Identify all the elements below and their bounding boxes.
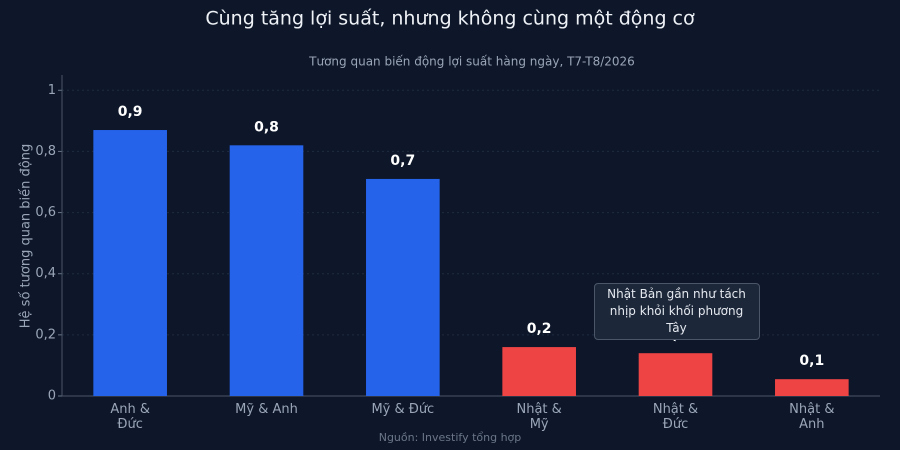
bar bbox=[366, 178, 440, 396]
x-tick-label: Nhật & Anh bbox=[789, 402, 835, 432]
x-tick-label: Mỹ & Anh bbox=[235, 402, 298, 417]
value-label: 0,1 bbox=[799, 353, 824, 369]
bar bbox=[229, 145, 304, 396]
bar bbox=[638, 353, 713, 396]
bar bbox=[502, 347, 576, 396]
chart-title: Cùng tăng lợi suất, nhưng không cùng một… bbox=[205, 8, 695, 30]
value-label: 0,9 bbox=[118, 104, 143, 120]
y-tick-label: 0,8 bbox=[35, 144, 56, 159]
source: Nguồn: Investify tổng hợp bbox=[379, 431, 522, 444]
y-tick-label: 0,4 bbox=[35, 266, 56, 281]
x-tick-label: Anh & Đức bbox=[110, 402, 150, 432]
annotation: Nhật Bản gần như tách nhịp khỏi khối phư… bbox=[593, 283, 760, 341]
bar bbox=[775, 379, 849, 396]
value-label: 0,2 bbox=[527, 321, 552, 337]
chart-subtitle: Tương quan biến động lợi suất hàng ngày,… bbox=[308, 55, 635, 69]
x-tick-label: Nhật & Mỹ bbox=[516, 402, 562, 432]
x-tick-label: Nhật & Đức bbox=[652, 402, 699, 432]
bar bbox=[93, 130, 167, 396]
x-tick-label: Mỹ & Đức bbox=[371, 402, 435, 417]
y-tick-label: 0,2 bbox=[35, 327, 56, 342]
y-axis-label: Hệ số tương quan biến động bbox=[19, 144, 34, 328]
y-tick-label: 0,6 bbox=[35, 205, 56, 220]
value-label: 0,8 bbox=[254, 119, 279, 135]
y-tick-label: 0 bbox=[48, 389, 56, 404]
value-label: 0,7 bbox=[390, 153, 415, 169]
y-tick-label: 1 bbox=[48, 83, 56, 98]
